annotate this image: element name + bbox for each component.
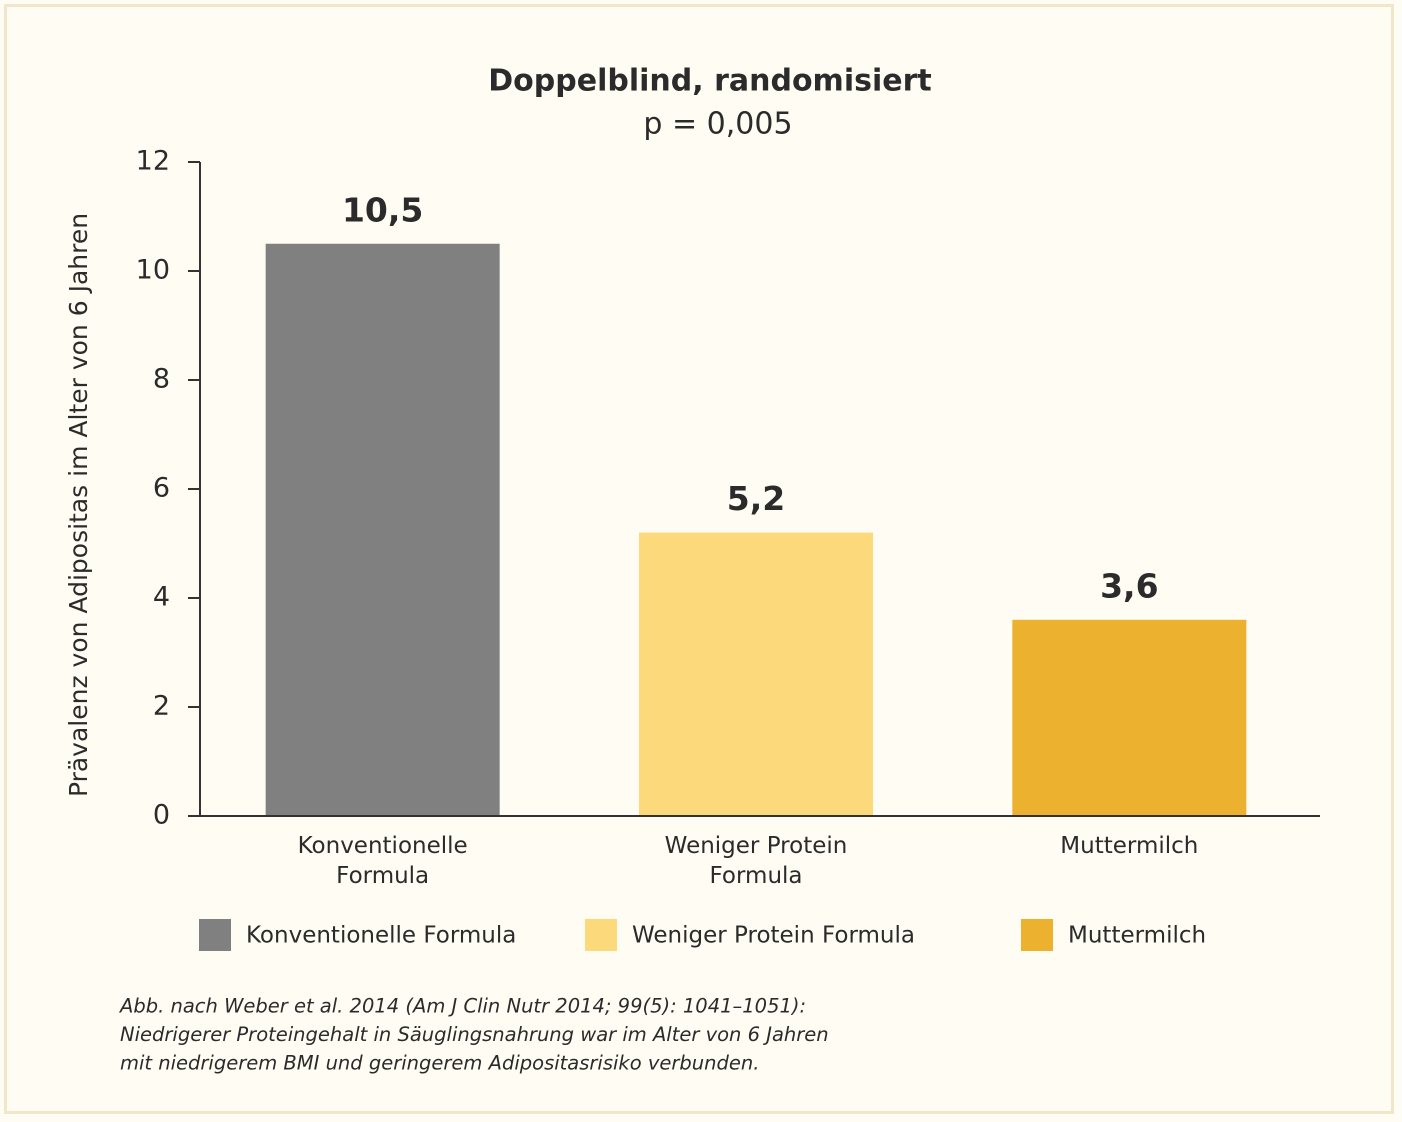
chart-subtitle: p = 0,005: [643, 107, 792, 142]
caption: mit niedrigerem BMI und geringerem Adipo…: [120, 1052, 759, 1075]
value-label: 5,2: [727, 479, 785, 518]
y-tick-label: 2: [153, 691, 170, 722]
x-tick-label: Muttermilch: [1060, 833, 1199, 859]
bar: [639, 532, 873, 816]
y-axis-label: Prävalenz von Adipositas im Alter von 6 …: [64, 213, 93, 797]
legend-label: Konventionelle Formula: [246, 923, 516, 949]
legend-label: Muttermilch: [1068, 923, 1206, 949]
y-tick-label: 12: [136, 146, 170, 177]
legend-swatch: [199, 919, 231, 951]
value-label: 10,5: [342, 190, 423, 229]
legend-swatch: [585, 919, 617, 951]
chart-title: Doppelblind, randomisiert: [488, 64, 931, 99]
legend-label: Weniger Protein Formula: [632, 923, 915, 949]
legend-swatch: [1021, 919, 1053, 951]
y-tick-label: 8: [153, 364, 170, 395]
bar: [265, 243, 500, 816]
caption: Abb. nach Weber et al. 2014 (Am J Clin N…: [118, 995, 806, 1018]
bar: [1012, 619, 1247, 816]
y-tick-label: 4: [153, 582, 170, 613]
frame: [4, 4, 1394, 1114]
x-tick-label: Weniger Protein Formula: [664, 833, 848, 889]
x-tick-label: Konventionelle Formula: [297, 833, 468, 889]
y-tick-label: 10: [136, 255, 170, 286]
value-label: 3,6: [1100, 566, 1158, 605]
caption: Niedrigerer Proteingehalt in Säuglingsna…: [120, 1023, 829, 1046]
y-tick-label: 0: [153, 800, 170, 831]
y-tick-label: 6: [153, 473, 170, 504]
